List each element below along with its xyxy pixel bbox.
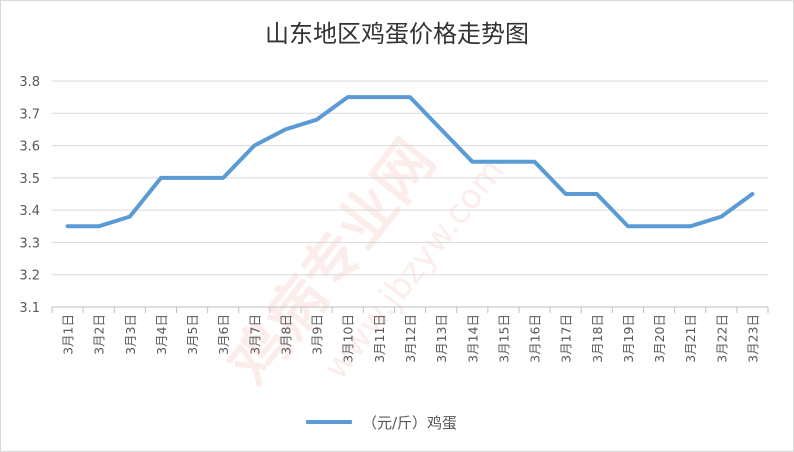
x-tick-label: 3月16日 — [528, 314, 543, 363]
y-tick-label: 3.5 — [19, 172, 40, 187]
legend: （元/斤）鸡蛋 — [306, 410, 457, 434]
x-axis: 3月1日 3月2日 3月3日 3月4日 3月5日 3月6日 3月7日 3月8日 3月9日 3月10… — [51, 306, 769, 363]
y-tick-label: 3.2 — [19, 269, 40, 284]
x-tick-label: 3月12日 — [403, 314, 418, 363]
x-tick-label: 3月19日 — [621, 314, 636, 363]
y-tick-label: 3.3 — [19, 236, 40, 251]
y-tick-label: 3.7 — [19, 107, 40, 122]
y-tick-label: 3.6 — [19, 140, 40, 155]
x-tick-label: 3月10日 — [341, 314, 356, 363]
x-tick-label: 3月4日 — [154, 314, 169, 355]
x-tick-label: 3月1日 — [61, 314, 76, 355]
y-tick-label: 3.8 — [19, 75, 40, 90]
x-tick-label: 3月9日 — [310, 314, 325, 355]
x-tick-label: 3月17日 — [559, 314, 574, 363]
series-line — [65, 95, 755, 229]
x-tick-label: 3月21日 — [683, 314, 698, 363]
x-tick-label: 3月15日 — [496, 314, 511, 363]
x-tick-label: 3月20日 — [652, 314, 667, 363]
x-tick-label: 3月11日 — [372, 314, 387, 363]
x-tick-label: 3月2日 — [92, 314, 107, 355]
x-tick-label: 3月8日 — [278, 314, 293, 355]
x-tick-label: 3月6日 — [216, 314, 231, 355]
legend-swatch — [306, 420, 352, 424]
x-tick-label: 3月13日 — [434, 314, 449, 363]
y-tick-label: 3.1 — [19, 301, 40, 316]
x-tick-label: 3月23日 — [745, 314, 760, 363]
legend-label: （元/斤）鸡蛋 — [362, 413, 458, 432]
chart-title: 山东地区鸡蛋价格走势图 — [265, 20, 529, 48]
x-tick-label: 3月22日 — [714, 314, 729, 363]
y-axis: 3.1 3.2 3.3 3.4 3.5 3.6 3.7 3.8 — [19, 75, 40, 316]
x-tick-label: 3月18日 — [590, 314, 605, 363]
x-tick-label: 3月7日 — [247, 314, 262, 355]
y-tick-label: 3.4 — [19, 204, 40, 219]
x-tick-label: 3月5日 — [185, 314, 200, 355]
series — [65, 95, 755, 229]
x-tick-label: 3月14日 — [465, 314, 480, 363]
x-tick-label: 3月3日 — [123, 314, 138, 355]
